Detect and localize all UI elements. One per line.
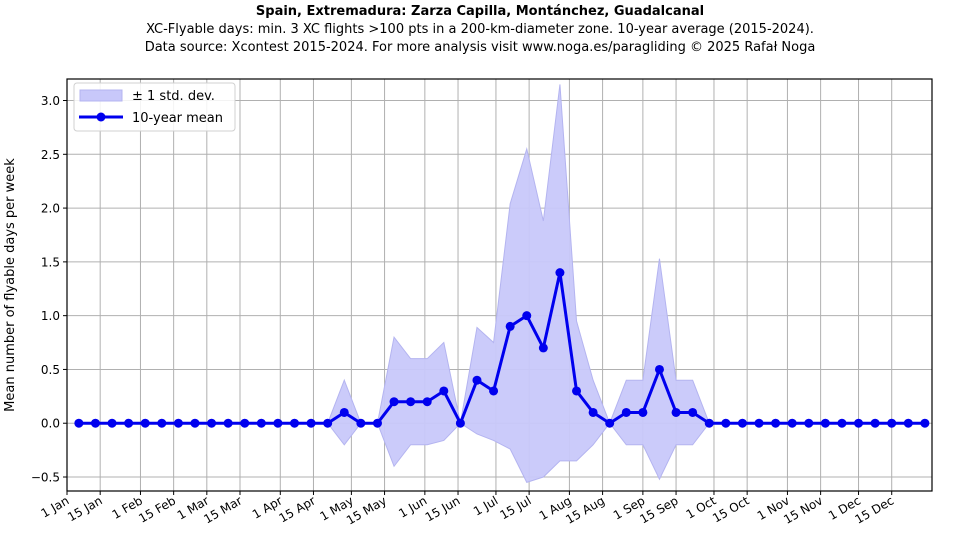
x-tick-label: 1 Jul (471, 493, 500, 518)
data-point (74, 418, 84, 428)
data-point (638, 407, 648, 417)
data-point (124, 418, 134, 428)
mean-line (74, 268, 930, 428)
y-tick-label: 2.5 (41, 148, 60, 162)
chart-title: Spain, Extremadura: Zarza Capilla, Montá… (255, 4, 705, 19)
x-tick-label: 15 Oct (710, 493, 752, 525)
x-tick-label: 15 Jun (423, 493, 463, 524)
data-point (870, 418, 880, 428)
data-point (787, 418, 797, 428)
data-point (157, 418, 167, 428)
x-tick-label: 15 Aug (563, 493, 607, 526)
data-point (671, 407, 681, 417)
data-point (887, 418, 897, 428)
data-point (422, 397, 432, 407)
data-point (771, 418, 781, 428)
chart-title-block: Spain, Extremadura: Zarza Capilla, Montá… (0, 3, 960, 57)
data-point (804, 418, 814, 428)
data-point (406, 397, 416, 407)
x-tick-label: 15 Mar (201, 493, 244, 526)
x-tick-label: 15 Dec (853, 493, 897, 526)
y-tick-label: 0.0 (41, 417, 60, 431)
mean-line-path (78, 271, 925, 425)
data-point (588, 407, 598, 417)
legend-line-label: 10-year mean (132, 111, 223, 126)
y-tick-label: 1.5 (41, 255, 60, 269)
data-point (920, 418, 930, 428)
data-point (290, 418, 300, 428)
chart-source: Data source: Xcontest 2015-2024. For mor… (144, 40, 816, 55)
data-point (372, 418, 382, 428)
data-point (472, 375, 482, 385)
data-point (505, 321, 515, 331)
data-point (223, 418, 233, 428)
x-tick-label: 15 Nov (781, 493, 825, 526)
data-point (704, 418, 714, 428)
axes (66, 78, 933, 492)
y-axis-label: Mean number of flyable days per week (3, 158, 18, 412)
data-point (207, 418, 217, 428)
legend-band-swatch (79, 89, 123, 102)
data-point (339, 407, 349, 417)
y-tick-label: −0.5 (31, 471, 60, 485)
data-point (605, 418, 615, 428)
x-tick-label: 15 Jul (498, 493, 534, 522)
legend-band-label: ± 1 std. dev. (132, 89, 215, 104)
y-tick-label: 2.0 (41, 202, 60, 216)
legend: ± 1 std. dev. 10-year mean (73, 82, 236, 132)
data-point (240, 418, 250, 428)
data-point (737, 418, 747, 428)
y-axis-ticks: −0.5 0.0 0.5 1.0 1.5 2.0 2.5 3.0 (31, 94, 67, 485)
y-tick-label: 0.5 (41, 363, 60, 377)
data-point (323, 418, 333, 428)
data-point (621, 407, 631, 417)
x-tick-label: 15 Feb (136, 493, 178, 525)
data-point (455, 418, 465, 428)
data-point (522, 311, 532, 321)
legend-marker-icon (96, 112, 106, 122)
data-point (90, 418, 100, 428)
y-tick-label: 1.0 (41, 309, 60, 323)
data-point (721, 418, 731, 428)
data-point (389, 397, 399, 407)
data-point (173, 418, 183, 428)
data-point (439, 386, 449, 396)
y-tick-label: 3.0 (41, 94, 60, 108)
data-point (903, 418, 913, 428)
data-point (190, 418, 200, 428)
data-point (140, 418, 150, 428)
data-point (555, 268, 565, 278)
data-point (256, 418, 266, 428)
data-point (572, 386, 582, 396)
data-point (837, 418, 847, 428)
data-point (356, 418, 366, 428)
chart-subtitle: XC-Flyable days: min. 3 XC flights >100 … (146, 22, 814, 37)
x-tick-label: 15 Sep (637, 493, 680, 526)
data-point (489, 386, 499, 396)
axes-frame (66, 78, 933, 492)
data-point (854, 418, 864, 428)
data-point (538, 343, 548, 353)
data-point (688, 407, 698, 417)
data-point (107, 418, 117, 428)
x-tick-label: 15 Apr (276, 493, 318, 525)
data-point (306, 418, 316, 428)
data-point (820, 418, 830, 428)
x-tick-label: 15 Jan (65, 493, 105, 524)
data-point (654, 364, 664, 374)
data-point (754, 418, 764, 428)
data-point (273, 418, 283, 428)
